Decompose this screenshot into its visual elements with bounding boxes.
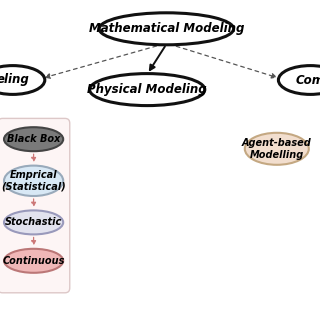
Text: Black Box: Black Box (7, 134, 60, 144)
Text: Mathematical Modeling: Mathematical Modeling (89, 22, 244, 35)
Text: Emprical
(Statistical): Emprical (Statistical) (1, 170, 66, 192)
Text: Com: Com (296, 74, 320, 86)
Text: eling: eling (0, 74, 29, 86)
Ellipse shape (4, 127, 63, 151)
Ellipse shape (4, 249, 63, 273)
Ellipse shape (90, 74, 205, 106)
Text: Stochastic: Stochastic (5, 217, 62, 228)
Ellipse shape (99, 13, 234, 45)
Ellipse shape (245, 133, 309, 165)
Ellipse shape (0, 66, 45, 94)
Text: Continuous: Continuous (3, 256, 65, 266)
Ellipse shape (4, 166, 63, 196)
FancyBboxPatch shape (0, 118, 70, 293)
Text: Physical Modeling: Physical Modeling (87, 83, 207, 96)
Ellipse shape (278, 66, 320, 94)
Ellipse shape (4, 211, 63, 234)
Text: Agent-based
Modelling: Agent-based Modelling (242, 138, 312, 160)
